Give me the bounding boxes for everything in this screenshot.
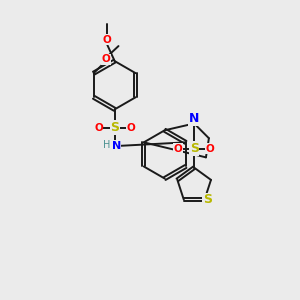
Text: O: O	[103, 34, 112, 45]
Text: S: S	[203, 193, 212, 206]
Text: O: O	[174, 143, 182, 154]
Text: O: O	[127, 123, 135, 133]
Text: S: S	[110, 121, 119, 134]
Text: S: S	[190, 142, 199, 155]
Text: H: H	[103, 140, 110, 150]
Text: N: N	[112, 141, 121, 151]
Text: O: O	[94, 123, 103, 133]
Text: N: N	[189, 112, 200, 125]
Text: O: O	[206, 143, 215, 154]
Text: O: O	[102, 54, 110, 64]
